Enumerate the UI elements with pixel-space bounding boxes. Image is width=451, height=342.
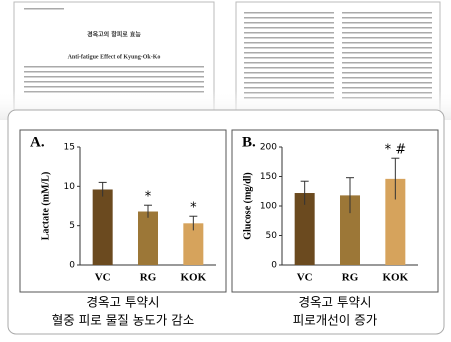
bar [294, 193, 315, 265]
text-line [24, 8, 64, 10]
paper-korean-title: 경옥고의 항피로 효능 [87, 31, 141, 39]
text-line [244, 17, 334, 19]
x-tick-label: KOK [180, 272, 206, 284]
text-line [244, 22, 334, 24]
x-tick-label: KOK [382, 272, 408, 284]
x-tick-label: VC [95, 272, 111, 284]
text-line [342, 12, 432, 14]
y-tick-label: 100 [260, 202, 277, 212]
text-line [24, 66, 204, 68]
y-axis-label: Glucose (mg/dl) [242, 172, 253, 240]
text-line [342, 67, 432, 69]
caption: 혈중 피로 물질 농도가 감소 [52, 313, 194, 328]
bar [340, 195, 360, 265]
text-line [244, 67, 334, 69]
text-line [24, 71, 204, 73]
text-line [244, 37, 334, 39]
text-line [342, 52, 432, 54]
text-line [244, 62, 334, 64]
y-tick-label: 5 [69, 221, 75, 231]
text-line [244, 87, 334, 89]
text-line [342, 57, 432, 59]
text-line [244, 72, 334, 74]
text-line [342, 32, 432, 34]
text-line [244, 82, 334, 84]
significance-mark: * [190, 201, 197, 216]
paper-title: Anti-fatigue Effect of Kyung-Ok-Ko [68, 54, 161, 60]
paper-thumbnails: 경옥고의 항피로 효능 Anti-fatigue Effect of Kyung… [0, 1, 451, 120]
y-tick-label: 15 [64, 143, 75, 153]
bar [92, 189, 113, 265]
text-line [244, 12, 334, 14]
text-line [24, 86, 204, 88]
chart-title: B. [242, 134, 256, 150]
x-tick-label: RG [342, 272, 359, 284]
text-line [342, 27, 432, 29]
bar [385, 178, 406, 265]
text-line [342, 47, 432, 49]
x-tick-label: RG [140, 272, 157, 284]
text-line [342, 42, 432, 44]
y-tick-label: 150 [260, 172, 277, 182]
significance-mark: * [145, 190, 152, 205]
text-line [342, 22, 432, 24]
text-line [244, 42, 334, 44]
text-line [24, 76, 204, 78]
x-tick-label: VC [297, 272, 313, 284]
text-line [244, 57, 334, 59]
bar [183, 223, 204, 265]
chart-title: A. [30, 134, 45, 150]
y-tick-label: 50 [266, 231, 278, 241]
text-line [244, 32, 334, 34]
significance-mark: * # [385, 143, 407, 158]
text-line [244, 27, 334, 29]
caption: 피로개선이 증가 [293, 313, 378, 328]
y-tick-label: 10 [64, 182, 76, 192]
text-line [24, 81, 204, 83]
caption: 경옥고 투약시 [299, 295, 372, 310]
text-line [244, 77, 334, 79]
caption: 경옥고 투약시 [87, 295, 160, 310]
y-tick-label: 200 [260, 143, 277, 153]
paper-text-lines [24, 8, 432, 99]
text-line [342, 82, 432, 84]
y-tick-label: 0 [271, 261, 277, 271]
text-line [342, 77, 432, 79]
text-line [244, 52, 334, 54]
text-line [342, 87, 432, 89]
text-line [244, 47, 334, 49]
y-axis-label: Lactate (mM/L) [40, 172, 51, 241]
bar [138, 211, 158, 265]
text-line [342, 72, 432, 74]
text-line [342, 62, 432, 64]
text-line [342, 37, 432, 39]
text-line [342, 17, 432, 19]
y-tick-label: 0 [69, 261, 75, 271]
